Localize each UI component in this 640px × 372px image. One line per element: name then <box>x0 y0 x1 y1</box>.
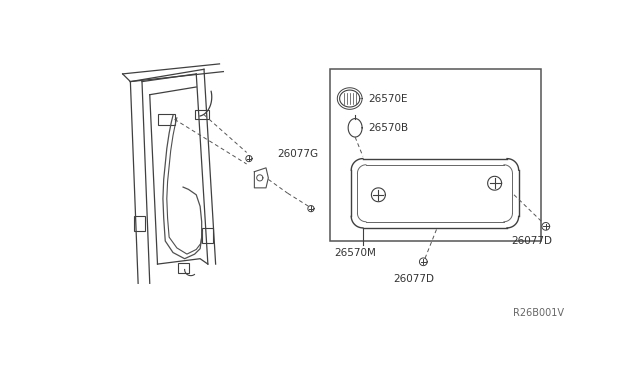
Bar <box>178 263 189 273</box>
Bar <box>195 110 209 119</box>
Text: 26077D: 26077D <box>393 275 434 285</box>
Text: 26570E: 26570E <box>368 93 408 103</box>
Text: 26077D: 26077D <box>511 236 552 246</box>
Bar <box>202 228 213 243</box>
Bar <box>134 216 145 231</box>
Text: 26077G: 26077G <box>278 149 319 159</box>
Bar <box>157 114 175 125</box>
Text: R26B001V: R26B001V <box>513 308 564 318</box>
Text: 26570M: 26570M <box>334 247 376 257</box>
Text: 26570B: 26570B <box>368 123 408 133</box>
Bar <box>330 69 541 241</box>
